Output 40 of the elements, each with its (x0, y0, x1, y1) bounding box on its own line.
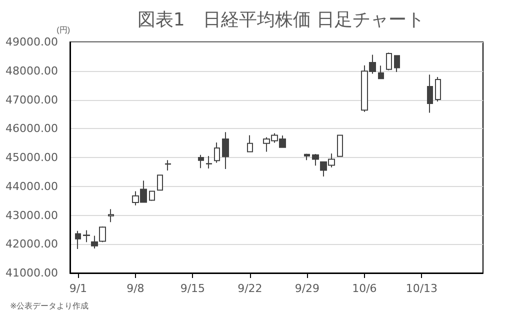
y-tick-label: 49000.00 (6, 36, 58, 48)
y-axis-title: (円) (56, 26, 70, 34)
candlestick (337, 134, 343, 158)
y-tick-label: 42000.00 (6, 238, 58, 251)
x-tick-label: 9/22 (238, 282, 262, 295)
candlestick (304, 153, 310, 161)
candlestick (247, 134, 253, 153)
candlestick (198, 154, 204, 169)
y-tick-label: 47000.00 (6, 93, 58, 106)
chart-title: 図表1 日経平均株価 日足チャート (137, 10, 425, 30)
x-tick-label: 9/8 (126, 282, 144, 295)
candlestick (312, 154, 319, 166)
x-tick-label: 10/13 (406, 282, 438, 295)
y-tick-label: 46000.00 (6, 122, 58, 136)
candlestick (214, 142, 220, 164)
candlestick (435, 76, 441, 102)
y-tick-label: 44000.00 (6, 180, 58, 193)
candlestick (427, 74, 433, 114)
x-tick-label: 9/1 (69, 282, 88, 295)
candlestick (108, 208, 114, 223)
candlestick (206, 156, 212, 169)
candlestick (99, 226, 106, 243)
candlestick (222, 132, 229, 170)
candlestick (91, 235, 98, 249)
candlestick (75, 230, 81, 250)
candlestick (149, 190, 155, 202)
text: ※公表データより作成 (10, 302, 89, 310)
candlestick (378, 65, 384, 80)
candlestick (83, 230, 90, 243)
candlestick (394, 55, 400, 73)
candlestick (165, 160, 171, 171)
y-tick-label: 48000.00 (6, 64, 58, 78)
x-tick-label: 10/6 (352, 282, 377, 295)
candlestick (157, 174, 163, 191)
x-tick-label: 9/15 (180, 282, 206, 295)
candlestick (386, 52, 392, 71)
y-tick-label: 43000.00 (6, 208, 58, 222)
y-tick-label: 45000.00 (6, 151, 58, 164)
x-tick-label: 9/29 (294, 282, 320, 295)
y-tick-label: 41000.00 (6, 266, 58, 280)
